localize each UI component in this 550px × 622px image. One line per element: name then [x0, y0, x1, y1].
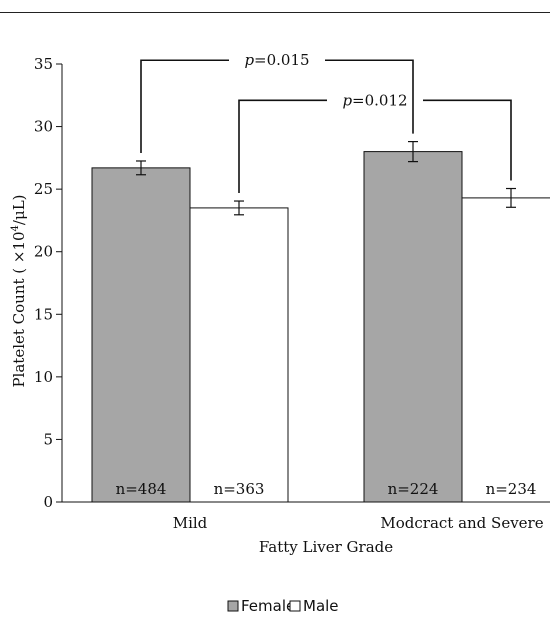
top-rule [0, 12, 550, 13]
y-tick-label: 15 [34, 305, 53, 323]
legend-label: Male [303, 597, 339, 615]
p-value: =0.012 [352, 91, 408, 109]
y-tick-label: 5 [43, 430, 53, 448]
x-tick-labels: Mild Modcract and Severe [173, 514, 544, 532]
y-axis-title-suffix: /μL) [10, 194, 28, 225]
y-tick-label: 30 [34, 118, 53, 136]
error-bars [136, 140, 516, 216]
x-axis-title: Fatty Liver Grade [259, 538, 393, 556]
x-tick-label: Modcract and Severe [380, 514, 543, 532]
bar [91, 167, 191, 503]
bar [461, 197, 550, 503]
y-tick-label: 10 [34, 368, 53, 386]
y-tick-label: 0 [43, 493, 53, 511]
y-axis-title-exponent: 4 [10, 225, 21, 231]
significance-bracket-left [238, 99, 327, 194]
bar [363, 151, 463, 503]
legend: Female Male [227, 597, 339, 615]
legend-swatch [227, 600, 239, 612]
y-tick-label: 25 [34, 180, 53, 198]
p-value-label: p=0.012 [342, 91, 407, 109]
significance-bracket-right [423, 99, 512, 181]
bars [91, 151, 550, 503]
n-label: n=363 [214, 480, 265, 498]
legend-swatch [289, 600, 301, 612]
y-axis-title-prefix: Platelet Count ( ×10 [10, 231, 28, 387]
y-tick-label: 35 [34, 55, 53, 73]
x-tick-label: Mild [173, 514, 208, 532]
n-label: n=234 [486, 480, 537, 498]
p-value-label: p=0.015 [244, 51, 309, 69]
p-symbol: p [342, 91, 352, 109]
n-labels: n=484 n=224 n=363 n=234 [116, 480, 537, 498]
significance-bracket-left [140, 59, 229, 153]
p-symbol: p [244, 51, 254, 69]
bar [189, 207, 289, 503]
y-tick-label: 20 [34, 243, 53, 261]
y-axis-title: Platelet Count ( ×104/μL) [10, 194, 28, 387]
n-label: n=224 [388, 480, 439, 498]
n-label: n=484 [116, 480, 167, 498]
p-value: =0.015 [254, 51, 310, 69]
y-ticks: 0 5 10 15 20 25 30 35 [34, 55, 62, 511]
legend-label: Female [241, 597, 295, 615]
significance-bracket-right [325, 59, 414, 134]
